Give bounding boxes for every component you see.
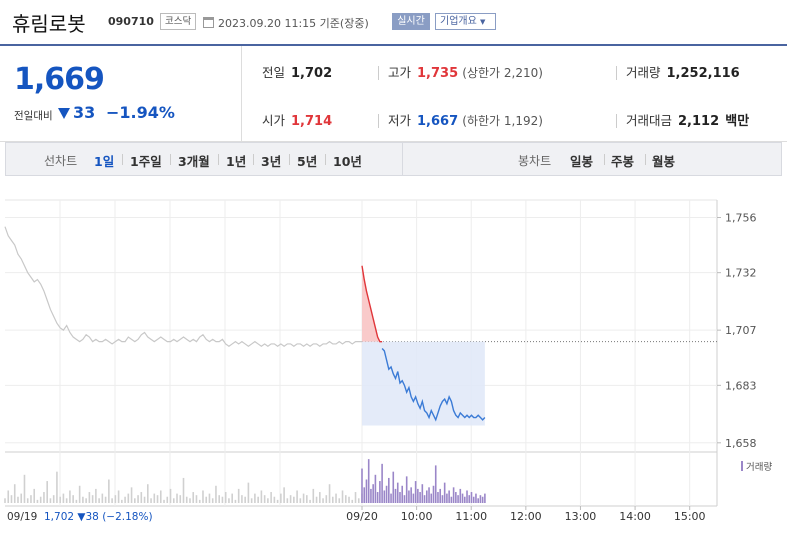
tab-daily[interactable]: 일봉 [570, 154, 594, 169]
prev-close: 전일 1,702 [262, 62, 332, 81]
x-tick-label: 13:00 [565, 510, 597, 523]
x-tick-label: 09/20 [346, 510, 378, 523]
x-label-prev-day: 09/19 [7, 511, 37, 523]
divider [122, 154, 123, 165]
volume: 거래량 1,252,116 [626, 62, 740, 81]
timestamp: 2023.09.20 11:15 기준(장중) [218, 17, 369, 30]
low-value: 1,667 [417, 114, 459, 129]
divider [289, 154, 290, 165]
tab-1w[interactable]: 1주일 [130, 154, 162, 169]
x-tick-label: 14:00 [619, 510, 651, 523]
high-label: 고가 [388, 65, 412, 80]
below-prev-fill [362, 341, 485, 426]
price-panel: 1,669 전일대비 33 −1.94% 전일 1,702 고가 1,735 (상한… [0, 44, 787, 142]
current-price-box: 1,669 전일대비 33 −1.94% [0, 46, 242, 142]
tab-monthly[interactable]: 월봉 [652, 154, 676, 169]
prev-day-close: 1,702 [44, 511, 77, 523]
company-info-button[interactable]: 기업개요 ▼ [435, 13, 496, 30]
low-label: 저가 [388, 113, 412, 128]
prev-day-series [4, 226, 362, 347]
line-chart-label: 선차트 [44, 154, 78, 168]
low-price: 저가 1,667 (하한가 1,192) [388, 110, 543, 129]
tab-weekly[interactable]: 주봉 [611, 154, 635, 169]
volume-label: 거래량 [626, 65, 661, 80]
tab-5y[interactable]: 5년 [297, 154, 318, 169]
high-value: 1,735 [417, 66, 459, 81]
stock-code: 090710 [108, 15, 154, 28]
divider [645, 154, 646, 165]
tab-3m[interactable]: 3개월 [178, 154, 210, 169]
chart-tab-bar: 선차트 1일 1주일 3개월 1년 3년 5년 10년 봉차트 일봉 주봉 월봉 [5, 142, 782, 176]
tab-1d[interactable]: 1일 [94, 154, 115, 169]
divider [616, 114, 617, 128]
x-tick-label: 11:00 [455, 510, 487, 523]
compare-label: 전일대비 [14, 110, 53, 122]
volume-value: 1,252,116 [666, 66, 740, 81]
realtime-button[interactable]: 실시간 [392, 13, 430, 30]
divider [378, 114, 379, 128]
tab-3y[interactable]: 3년 [261, 154, 282, 169]
tab-1y[interactable]: 1년 [226, 154, 247, 169]
volume-bars [4, 459, 486, 503]
amount-unit: 백만 [725, 114, 750, 129]
x-tick-label: 15:00 [674, 510, 706, 523]
today-line-down [381, 348, 486, 422]
open-label: 시가 [262, 113, 286, 128]
stock-name: 휴림로봇 [12, 12, 86, 36]
lower-limit: (하한가 1,192) [462, 114, 543, 128]
upper-limit: (상한가 2,210) [462, 66, 543, 80]
divider [170, 154, 171, 165]
y-axis-labels: 1,756 1,732 1,707 1,683 1,658 [725, 211, 757, 449]
open-price: 시가 1,714 [262, 110, 332, 129]
volume-legend: 거래량 [746, 461, 772, 473]
header: 휴림로봇 090710 코스닥 2023.09.20 11:15 기준(장중) … [0, 0, 787, 44]
x-axis-labels: 09/19 1,702 ▼38 (−2.18%) 09/20 10:00 11:00 12… [7, 506, 706, 523]
divider [604, 154, 605, 165]
change-rate: −1.94% [106, 103, 175, 122]
divider [616, 66, 617, 80]
x-tick-label: 12:00 [510, 510, 542, 523]
candle-chart-label: 봉차트 [518, 154, 552, 168]
amount-label: 거래대금 [626, 113, 673, 128]
volume-legend-group: 거래량 [741, 461, 772, 473]
open-value: 1,714 [291, 114, 333, 129]
chevron-down-icon: ▼ [480, 18, 486, 26]
divider [378, 66, 379, 80]
y-tick-label: 1,732 [725, 267, 757, 280]
divider [253, 154, 254, 165]
high-price: 고가 1,735 (상한가 2,210) [388, 62, 543, 81]
market-badge: 코스닥 [160, 13, 197, 30]
divider [218, 154, 219, 165]
x-tick-label: 10:00 [401, 510, 433, 523]
prev-day-line [4, 226, 362, 347]
price-chart: 1,756 1,732 1,707 1,683 1,658 09/19 1,702 ▼38… [4, 199, 772, 523]
y-tick-label: 1,658 [725, 437, 757, 450]
divider [325, 154, 326, 165]
prev-close-value: 1,702 [291, 66, 333, 81]
above-prev-fill [362, 265, 383, 342]
prev-day-summary: 1,702 ▼38 (−2.18%) [44, 511, 153, 523]
prev-close-label: 전일 [262, 65, 286, 80]
y-tick-label: 1,707 [725, 324, 757, 337]
prev-day-rate: (−2.18%) [102, 511, 152, 523]
company-info-label: 기업개요 [440, 16, 477, 27]
volume-legend-swatch [741, 461, 743, 471]
tab-10y[interactable]: 10년 [333, 154, 362, 169]
prev-day-change: ▼38 [77, 511, 102, 523]
y-tick-label: 1,683 [725, 379, 757, 392]
change-value: 33 [73, 103, 96, 122]
current-price: 1,669 [14, 62, 105, 97]
chart-grid [5, 199, 721, 507]
today-line-up [361, 265, 383, 343]
amount-value: 2,112 [678, 114, 720, 129]
calendar-icon [203, 17, 214, 28]
down-arrow-icon [58, 108, 70, 119]
y-tick-label: 1,756 [725, 211, 757, 224]
trade-amount: 거래대금 2,112 백만 [626, 110, 749, 129]
today-series [361, 265, 486, 426]
divider [402, 143, 403, 175]
